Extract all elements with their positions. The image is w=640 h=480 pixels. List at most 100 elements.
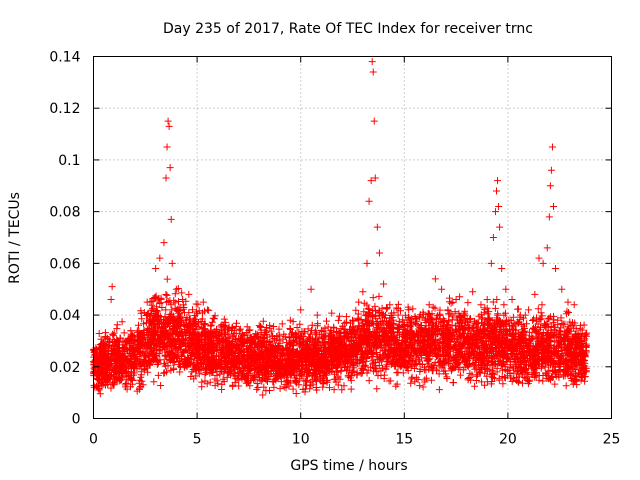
data-point <box>164 117 172 125</box>
data-point <box>355 298 363 306</box>
data-point <box>286 316 294 324</box>
data-point <box>535 254 543 262</box>
data-point <box>133 352 141 360</box>
data-point <box>193 337 201 345</box>
data-point <box>546 182 554 190</box>
y-tick-label: 0.04 <box>49 308 80 324</box>
data-point <box>152 265 160 273</box>
data-point <box>516 311 524 319</box>
data-point <box>491 208 499 216</box>
data-point <box>583 329 591 337</box>
data-point <box>425 301 433 309</box>
data-point <box>508 296 516 304</box>
data-point <box>185 290 193 298</box>
data-point <box>444 306 452 314</box>
x-tick-label: 0 <box>89 432 98 448</box>
data-point <box>255 340 263 348</box>
data-point <box>199 298 207 306</box>
y-tick-label: 0.12 <box>49 101 80 117</box>
x-tick-label: 5 <box>193 432 202 448</box>
data-point <box>547 166 555 174</box>
data-point <box>127 376 135 384</box>
data-point <box>338 337 346 345</box>
data-point <box>110 329 118 337</box>
data-point <box>394 311 402 319</box>
data-point <box>100 340 108 348</box>
data-point <box>498 265 506 273</box>
data-point <box>165 122 173 130</box>
data-point <box>365 197 373 205</box>
y-axis-label: ROTI / TECUs <box>7 192 23 284</box>
data-point <box>552 265 560 273</box>
data-point <box>369 68 377 76</box>
data-point <box>477 301 485 309</box>
x-tick-label: 15 <box>395 432 413 448</box>
data-point <box>218 350 226 358</box>
dense-data-cloud <box>90 275 590 399</box>
data-point <box>496 223 504 231</box>
data-point <box>489 234 497 241</box>
data-point <box>349 316 356 324</box>
axis-ticks: 0 5 10 15 20 25 0 0.02 0.04 0.06 0.08 0.1 0.12 0.14 <box>49 50 620 448</box>
grid-lines <box>93 56 612 419</box>
y-tick-label: 0.08 <box>49 205 80 221</box>
data-point <box>226 342 234 350</box>
data-point <box>495 202 503 210</box>
data-point <box>172 285 180 293</box>
data-point <box>330 324 338 332</box>
data-point <box>558 285 566 293</box>
data-point <box>156 254 164 262</box>
data-point <box>322 332 330 340</box>
data-point <box>502 285 510 293</box>
data-point <box>493 187 501 195</box>
data-point <box>96 352 104 360</box>
data-point <box>313 311 321 319</box>
data-point <box>400 321 408 329</box>
x-tick-label: 10 <box>292 432 310 448</box>
data-point <box>487 259 495 267</box>
data-point <box>386 301 394 309</box>
data-point <box>375 249 383 257</box>
x-tick-label: 20 <box>499 432 517 448</box>
data-point <box>483 296 491 304</box>
data-point <box>409 332 417 340</box>
y-tick-label: 0.14 <box>49 50 80 66</box>
data-point <box>368 58 376 66</box>
chart-title: Day 235 of 2017, Rate Of TEC Index for r… <box>163 21 533 37</box>
data-point <box>549 202 557 210</box>
data-point <box>460 311 468 319</box>
data-point <box>297 306 305 314</box>
data-point <box>163 143 171 151</box>
data-point <box>160 239 168 247</box>
data-point <box>438 285 446 293</box>
data-point <box>168 259 176 267</box>
y-tick-label: 0.06 <box>49 256 80 272</box>
y-tick-label: 0.1 <box>58 153 80 169</box>
data-point <box>545 213 553 221</box>
data-point <box>370 117 378 125</box>
y-tick-label: 0 <box>72 412 81 428</box>
data-point <box>139 334 147 342</box>
data-point <box>564 298 572 306</box>
y-tick-label: 0.02 <box>49 360 80 376</box>
data-point <box>104 358 112 366</box>
data-point <box>107 296 115 304</box>
data-point <box>167 215 175 223</box>
data-point <box>570 301 578 309</box>
data-point <box>367 177 375 185</box>
data-points <box>90 58 591 399</box>
data-point <box>245 327 253 335</box>
data-point <box>276 337 284 345</box>
data-point <box>452 296 460 304</box>
data-point <box>203 306 211 314</box>
data-point <box>371 174 379 182</box>
data-point <box>417 321 425 329</box>
data-point <box>469 288 477 296</box>
data-point <box>121 363 129 371</box>
data-point <box>380 280 388 288</box>
data-point <box>145 316 153 324</box>
data-point <box>210 337 218 345</box>
plot-frame <box>93 56 612 419</box>
data-point <box>431 275 439 283</box>
data-point <box>179 296 187 304</box>
